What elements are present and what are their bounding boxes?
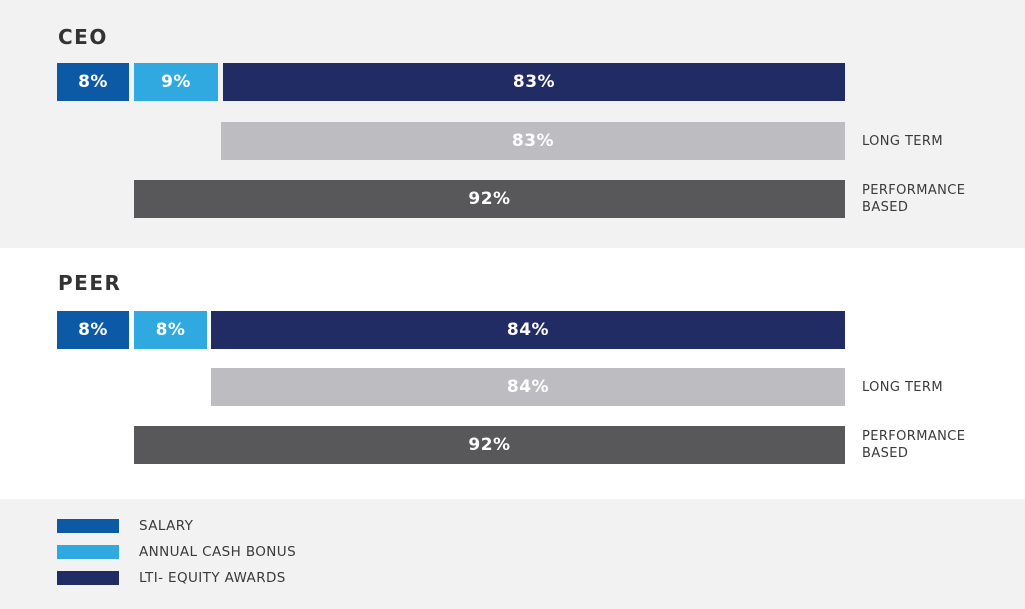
peer-long-term-value: 84% [506, 377, 550, 397]
annual-cash-bonus-swatch-icon [57, 545, 119, 559]
ceo-lti-equity-awards-value: 83% [512, 72, 556, 92]
peer-long-term-label: LONG TERM [862, 380, 943, 395]
ceo-long-term-bar: 83% [221, 122, 845, 160]
ceo-long-term-label: LONG TERM [862, 134, 943, 149]
legend-band-background [0, 499, 1025, 609]
peer-performance-based-value: 92% [468, 435, 511, 455]
peer-performance-based-label-line2: BASED [862, 446, 909, 461]
legend-label-salary: SALARY [139, 518, 194, 534]
ceo-section-title: CEO [58, 25, 108, 49]
ceo-performance-based-value: 92% [468, 189, 511, 209]
ceo-performance-based-bar: 92% [134, 180, 845, 218]
peer-long-term-bar: 84% [211, 368, 845, 406]
peer-lti-equity-awards-value: 84% [506, 320, 550, 340]
ceo-performance-based-label-line1: PERFORMANCE [862, 183, 966, 198]
ceo-performance-based-label: PERFORMANCE BASED [862, 182, 965, 216]
legend-item-salary: SALARY [57, 518, 194, 534]
peer-section-title: PEER [58, 271, 122, 295]
ceo-long-term-value: 83% [511, 131, 555, 151]
peer-salary-value: 8% [78, 320, 108, 340]
peer-lti-equity-awards-bar: 84% [211, 311, 845, 349]
peer-performance-based-label-line1: PERFORMANCE [862, 429, 966, 444]
peer-salary-bar: 8% [57, 311, 129, 349]
peer-performance-based-label: PERFORMANCE BASED [862, 428, 965, 462]
ceo-performance-based-label-line2: BASED [862, 200, 909, 215]
ceo-lti-equity-awards-bar: 83% [223, 63, 845, 101]
ceo-annual-cash-bonus-value: 9% [161, 72, 191, 92]
lti-equity-awards-swatch-icon [57, 571, 119, 585]
salary-swatch-icon [57, 519, 119, 533]
peer-performance-based-bar: 92% [134, 426, 845, 464]
ceo-salary-value: 8% [78, 72, 108, 92]
legend-item-annual-cash-bonus: ANNUAL CASH BONUS [57, 544, 297, 560]
peer-annual-cash-bonus-value: 8% [155, 320, 186, 340]
ceo-salary-bar: 8% [57, 63, 129, 101]
legend-label-lti-equity-awards: LTI- EQUITY AWARDS [139, 570, 286, 586]
peer-annual-cash-bonus-bar: 8% [134, 311, 207, 349]
ceo-annual-cash-bonus-bar: 9% [134, 63, 218, 101]
legend-item-lti-equity-awards: LTI- EQUITY AWARDS [57, 570, 286, 586]
legend-label-annual-cash-bonus: ANNUAL CASH BONUS [139, 544, 297, 560]
